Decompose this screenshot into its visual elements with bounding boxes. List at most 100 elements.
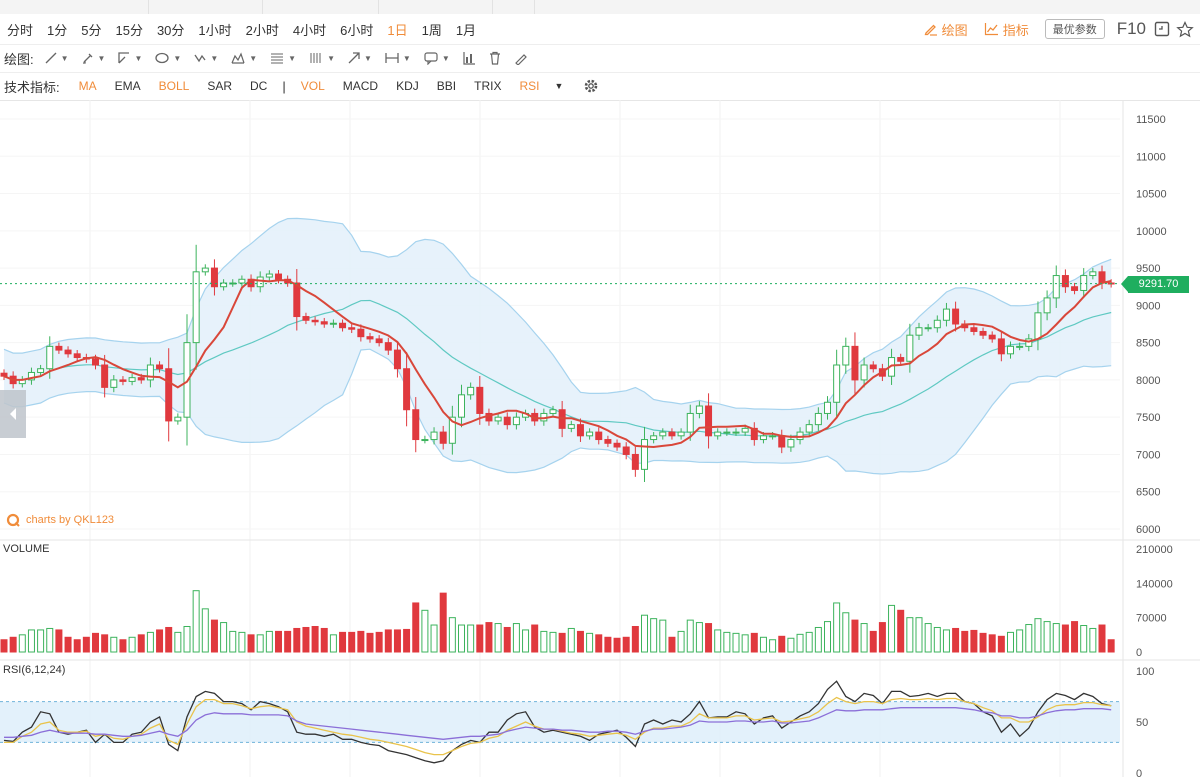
settings-gear-icon[interactable] [583,78,599,94]
candle [458,394,465,418]
indicator-button[interactable]: TRIX [474,79,502,93]
fullscreen-icon[interactable] [1154,21,1170,37]
timeframe-button[interactable]: 1周 [421,22,442,38]
timeframe-button[interactable]: 30分 [156,22,185,38]
price-axis-label: 6500 [1136,487,1160,499]
timeframe-button[interactable]: 1月 [455,22,477,38]
chart-area[interactable]: 1150011000105001000095009000850080007500… [0,100,1200,777]
candle [64,349,72,355]
top-tab[interactable] [492,0,535,14]
indicator-button[interactable]: EMA [114,79,141,93]
indicator-button[interactable]: 指标 [984,20,1029,39]
rsi-line [4,707,1112,740]
candle [576,424,584,437]
candle [46,345,54,370]
timeframe-button[interactable]: 2小时 [245,22,279,38]
volume-bar [1025,624,1033,653]
drawing-toolbar: 绘图: ▼ ▼ ▼ ▼ ▼ ▼ ▼ ▼ ▼ ▼ ▼ [0,44,1200,73]
candle [686,412,694,433]
volume-bar [320,627,328,653]
candle [375,338,383,344]
erase-tool-button[interactable] [514,51,528,65]
volume-pane-title: VOLUME [3,543,50,555]
bar-chart-tool-button[interactable] [462,51,476,65]
price-axis-label: 10000 [1136,226,1167,238]
indicator-button[interactable]: KDJ [396,79,419,93]
indicator-button[interactable]: VOL [300,79,325,93]
timeframe-button[interactable]: 1小时 [198,22,232,38]
volume-bar [101,634,109,653]
indicator-button[interactable]: RSI [519,79,540,93]
indicator-button[interactable]: MACD [342,79,379,93]
volume-bar [595,634,603,653]
channel-tool-button[interactable]: ▼ [308,51,335,65]
candle [997,338,1005,355]
volume-bar [933,626,941,653]
top-tab[interactable] [378,0,493,14]
timeframe-button[interactable]: 1分 [47,22,68,38]
optimal-params-button[interactable]: 最优参数 [1044,19,1105,39]
price-axis-label: 8500 [1136,338,1160,350]
top-tab[interactable] [148,0,263,14]
top-tab[interactable] [0,0,149,14]
boll-upper-line [3,217,1112,411]
volume-bar [494,623,502,653]
volume-bar [723,631,731,653]
volume-bar [778,635,786,653]
volume-bar [1052,623,1060,653]
volume-bar [375,631,383,653]
candle [705,405,713,437]
volume-bar [137,634,145,653]
timeframe-button[interactable]: 1日 [387,22,408,38]
line-tool-button[interactable]: ▼ [44,51,69,65]
price-axis-label: 10500 [1136,189,1167,201]
chevron-down-icon: ▼ [249,53,258,63]
range-tool-button[interactable]: ▼ [384,51,411,65]
watermark: charts by QKL123 [6,513,114,527]
candle [201,267,209,273]
fib-tool-button[interactable]: ▼ [269,51,296,65]
path-tool-button[interactable]: ▼ [193,51,218,65]
volume-bar [165,626,173,653]
triangle-tool-button[interactable]: ▼ [117,51,142,65]
indicator-button[interactable]: DC [250,79,268,93]
candle [942,308,950,321]
candle [384,342,392,351]
timeframe-button[interactable]: 4小时 [292,22,327,38]
arrow-tool-button[interactable]: ▼ [347,51,372,65]
star-icon[interactable] [1176,20,1194,38]
draw-button[interactable]: 绘图 [924,20,968,39]
rsi-line [3,680,1112,764]
comment-tool-button[interactable]: ▼ [423,51,450,65]
delete-drawings-button[interactable] [488,51,502,65]
indicator-button[interactable]: BOLL [158,79,190,93]
f10-button[interactable]: F10 [1116,19,1146,38]
indicator-button[interactable]: MA [78,79,97,93]
indicator-button[interactable]: SAR [207,79,233,93]
timeframe-button[interactable]: 6小时 [340,22,374,38]
timeframe-button[interactable]: 5分 [81,22,102,38]
volume-bar [37,629,45,653]
volume-bar [586,632,594,653]
scroll-left-button[interactable] [0,390,26,438]
timeframe-list: 分时 1分 5分 15分 30分 1小时 2小时 4小时 6小时 1日 1周 1月 [0,20,483,39]
volume-bar [906,617,914,653]
volume-bar [128,636,136,653]
top-tab[interactable] [262,0,379,14]
volume-bar [970,629,978,653]
indicator-toolbar-label: 技术指标: [4,79,60,95]
indicator-button[interactable]: BBI [436,79,457,93]
volume-bar [997,635,1005,653]
timeframe-button[interactable]: 分时 [7,22,34,38]
volume-bars [0,590,1115,653]
volume-bar [156,629,164,653]
pattern-tool-button[interactable]: ▼ [230,51,257,65]
volume-bar [247,634,255,653]
volume-bar [201,608,209,653]
timeframe-button[interactable]: 15分 [115,22,143,38]
more-indicators-dropdown[interactable]: ▼ [554,81,564,91]
pen-tool-button[interactable]: ▼ [81,51,105,65]
ellipse-tool-button[interactable]: ▼ [154,51,181,65]
candle [92,358,99,366]
candle [0,372,8,377]
